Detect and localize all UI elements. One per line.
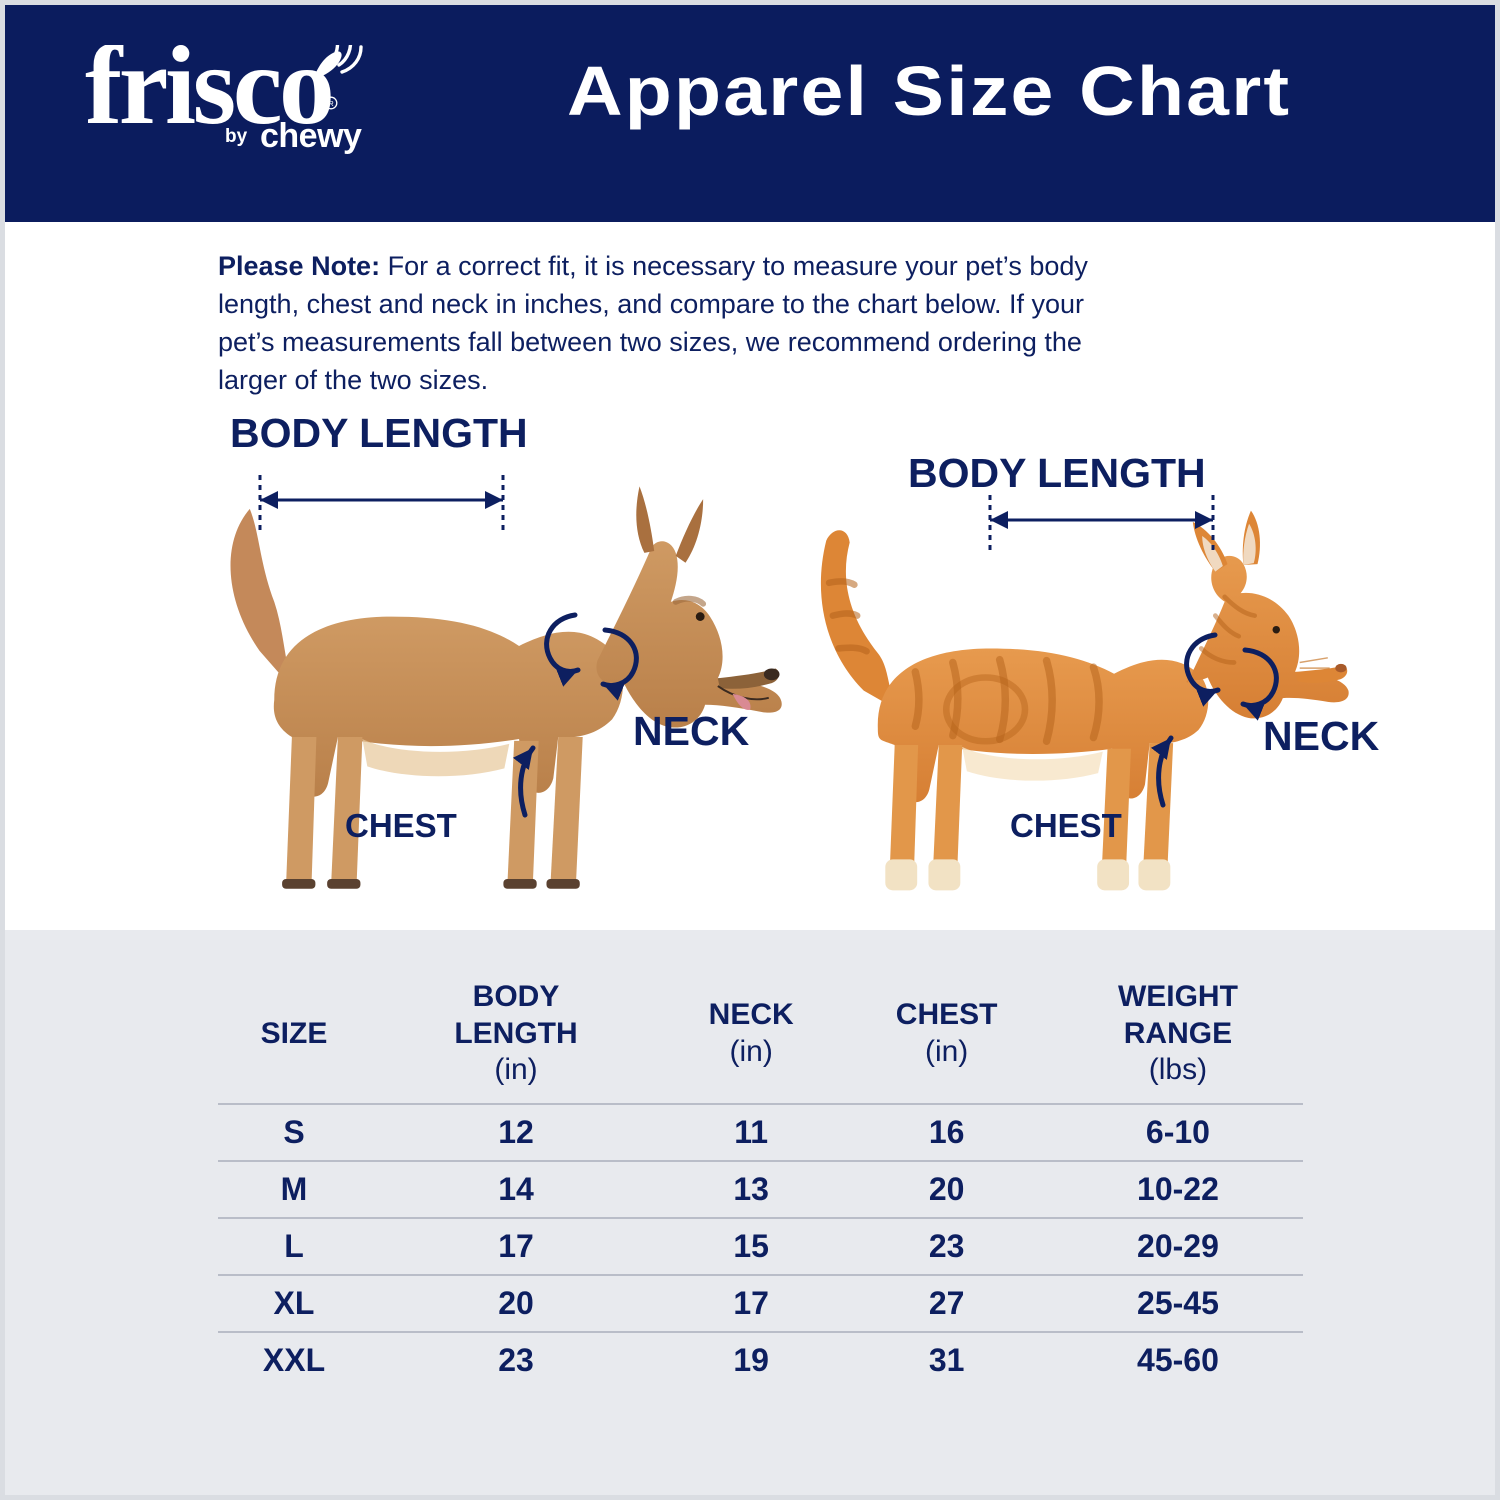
svg-text:BODY LENGTH: BODY LENGTH bbox=[908, 450, 1206, 496]
svg-text:chewy: chewy bbox=[260, 117, 362, 155]
svg-text:CHEST: CHEST bbox=[1010, 807, 1122, 844]
svg-text:by: by bbox=[225, 126, 248, 147]
svg-text:R: R bbox=[328, 99, 333, 108]
svg-text:CHEST: CHEST bbox=[345, 807, 457, 844]
svg-text:BODY LENGTH: BODY LENGTH bbox=[230, 410, 528, 456]
svg-text:NECK: NECK bbox=[1263, 713, 1380, 759]
svg-text:NECK: NECK bbox=[633, 708, 750, 754]
